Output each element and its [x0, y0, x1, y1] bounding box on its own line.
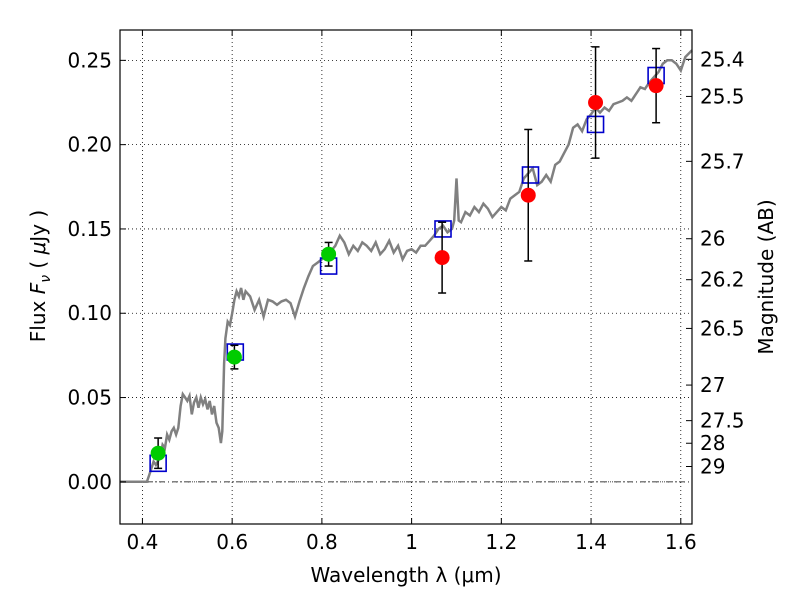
observation-point	[321, 246, 337, 262]
observation-point	[520, 187, 536, 203]
model-band-marker	[434, 220, 452, 238]
right-tick-label: 26.2	[700, 268, 745, 292]
right-tick-label: 29	[700, 455, 725, 479]
x-tick-label: 0.4	[127, 530, 159, 554]
plot-frame	[119, 29, 693, 525]
y-axis-title-prefix: Flux	[26, 294, 50, 342]
right-tick-label: 27.5	[700, 409, 745, 433]
observation-point	[588, 94, 604, 110]
right-tick-label: 28	[700, 431, 725, 455]
y-tick-label: 0.10	[67, 301, 112, 325]
right-tick-label: 27	[700, 373, 725, 397]
right-tick-label: 25.7	[700, 149, 745, 173]
y-axis-title-mu: μ	[26, 242, 50, 256]
x-tick-label: 1.2	[485, 530, 517, 554]
y-axis-title-unit: Jy )	[26, 210, 50, 244]
axes: 0.4 0.6 0.8 1 1.2 1.4 1.6 0.00 0.05 0.10 0.15 0.20 0…	[67, 29, 745, 554]
y-axis-title-open: (	[26, 254, 50, 275]
observation-point	[226, 349, 242, 365]
y-tick-label: 0.20	[67, 133, 112, 157]
x-tick-label: 1.4	[575, 530, 607, 554]
model-band-marker	[521, 166, 540, 184]
x-tick-label: 0.8	[306, 530, 338, 554]
y-axis-title-symbol: F	[26, 282, 50, 294]
y-tick-label: 0.25	[67, 48, 112, 72]
grid	[120, 30, 692, 524]
y-axis-title: Flux Fν ( μJy )	[26, 210, 54, 342]
observation-point	[648, 78, 664, 94]
x-axis-title: Wavelength λ (μm)	[310, 563, 501, 587]
observation-point	[434, 250, 450, 266]
x-tick-label: 1	[405, 530, 418, 554]
right-tick-label: 26	[700, 227, 725, 251]
x-tick-label: 1.6	[665, 530, 697, 554]
x-tick-label: 0.6	[216, 530, 248, 554]
y-axis-title-subscript: ν	[38, 275, 54, 283]
y-tick-label: 0.15	[67, 217, 112, 241]
right-tick-label: 25.5	[700, 84, 745, 108]
right-axis-title: Magnitude (AB)	[754, 199, 778, 354]
model-sed-line	[120, 49, 693, 484]
y-tick-label: 0.00	[67, 470, 112, 494]
right-tick-label: 25.4	[700, 47, 745, 71]
observation-point	[150, 445, 166, 461]
plot-data	[120, 46, 693, 484]
y-tick-label: 0.05	[67, 386, 112, 410]
right-tick-label: 26.5	[700, 316, 745, 340]
